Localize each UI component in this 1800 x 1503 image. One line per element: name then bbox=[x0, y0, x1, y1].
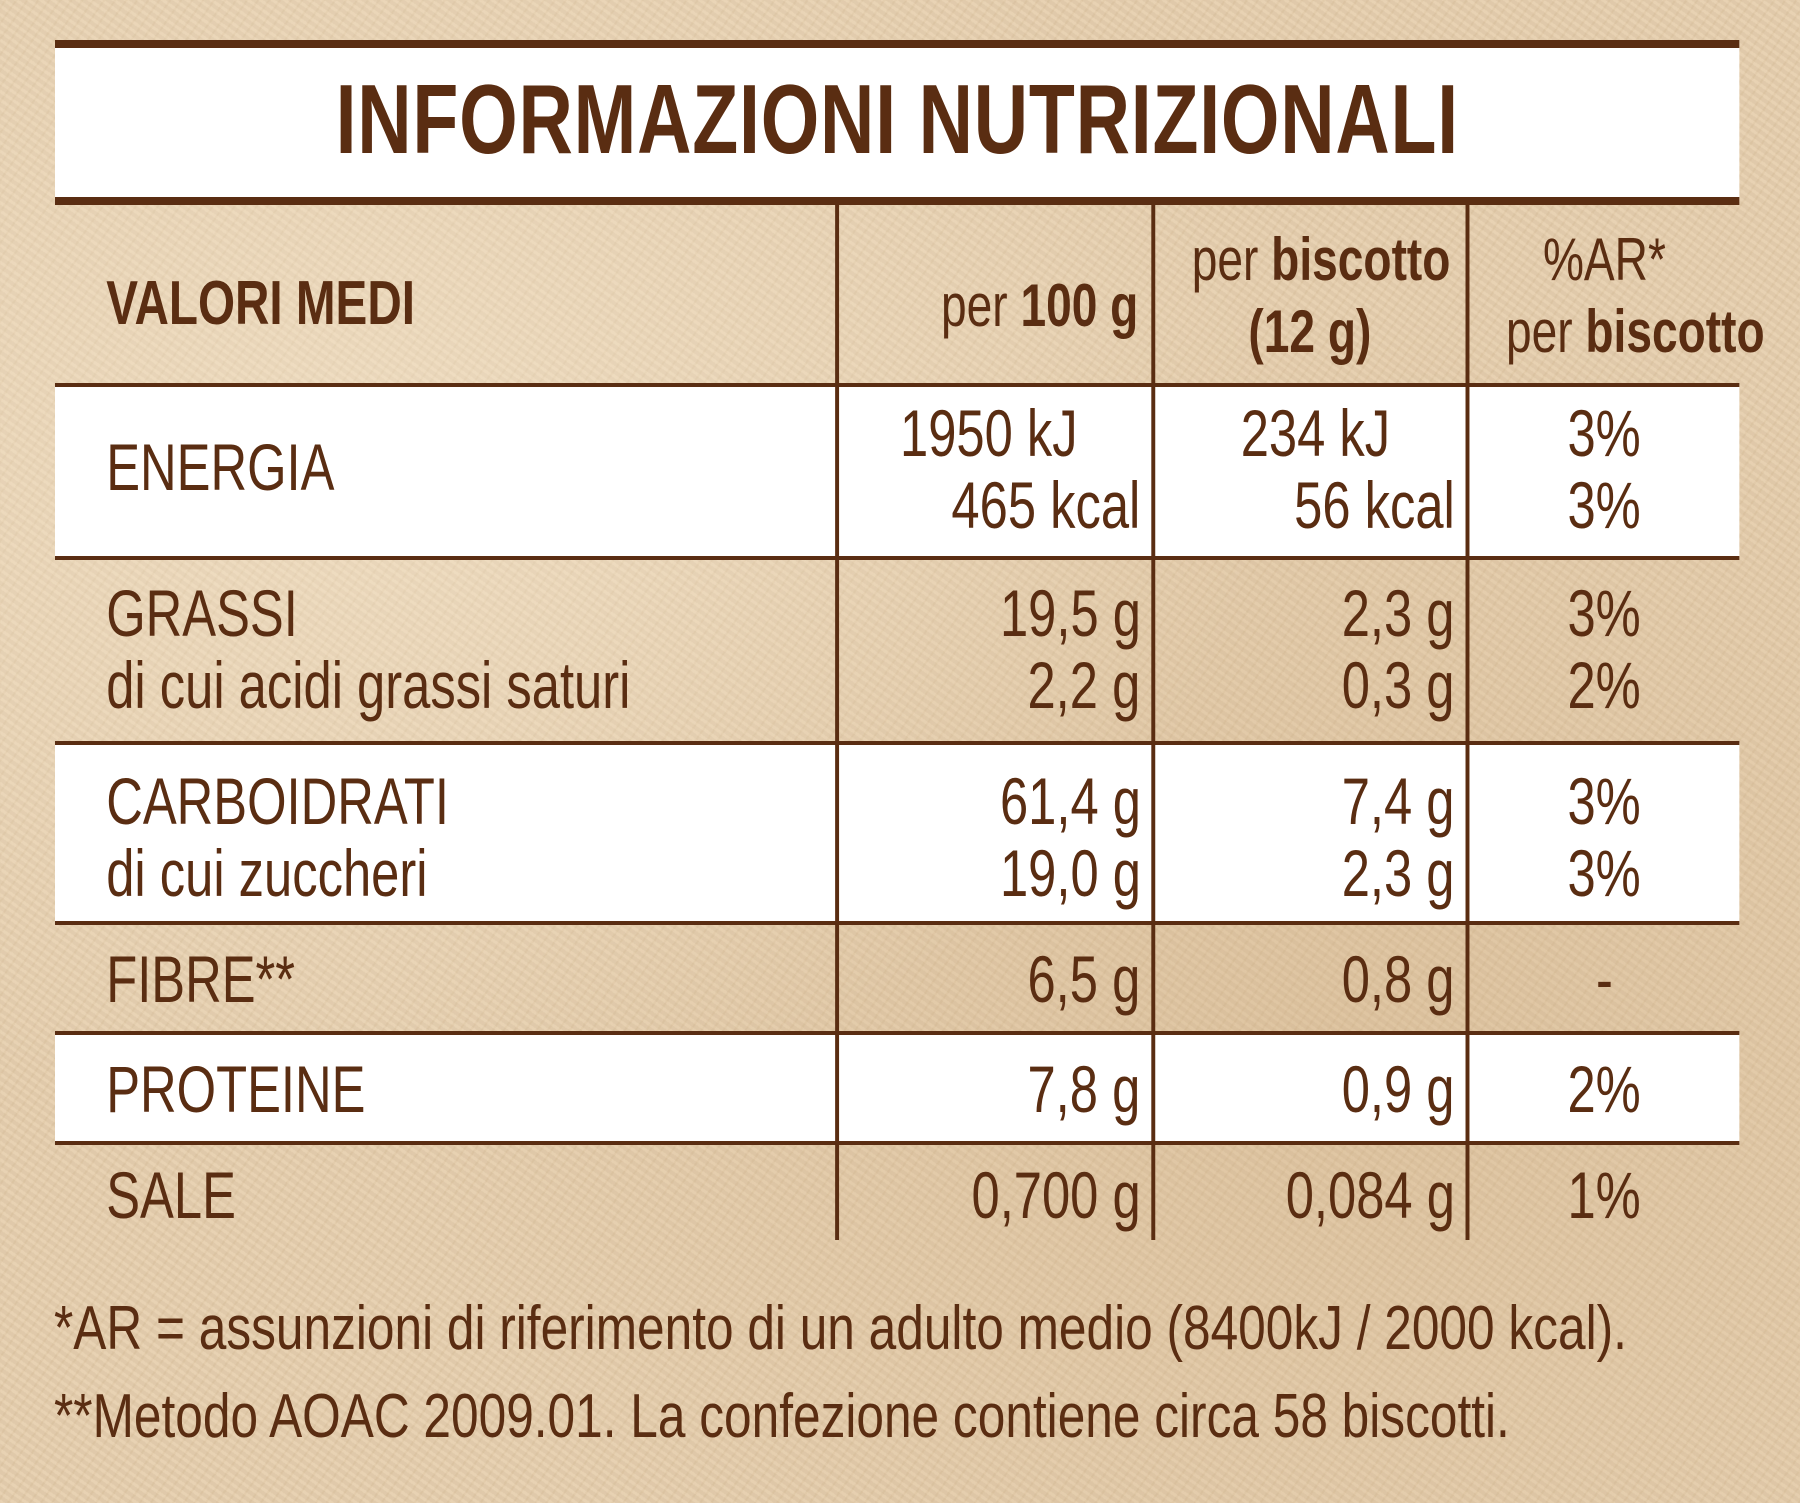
cell-zuccheri-biscotto: 2,3 g bbox=[1341, 836, 1455, 910]
rule-row bbox=[55, 383, 1740, 387]
row-label-fibre: FIBRE** bbox=[106, 942, 296, 1016]
cell-sale-ar: 1% bbox=[1567, 1158, 1642, 1232]
cell-energia-ar-kj: 3% bbox=[1567, 396, 1642, 470]
rule-row bbox=[55, 1031, 1740, 1035]
cell-carboidrati-ar: 3% bbox=[1567, 764, 1642, 838]
cell-zuccheri-100g: 19,0 g bbox=[999, 836, 1141, 910]
row-band-proteine bbox=[55, 1033, 1740, 1143]
header-per-biscotto: per biscotto bbox=[1191, 226, 1451, 293]
row-band-energia bbox=[55, 387, 1740, 557]
cell-proteine-ar: 2% bbox=[1567, 1052, 1642, 1126]
cell-saturi-ar: 2% bbox=[1567, 648, 1642, 722]
rule-row bbox=[55, 556, 1740, 560]
cell-energia-biscotto-kcal: 56 kcal bbox=[1294, 468, 1455, 542]
cell-fibre-ar: - bbox=[1595, 942, 1613, 1016]
cell-energia-ar-kcal: 3% bbox=[1567, 468, 1642, 542]
rule-row bbox=[55, 741, 1740, 745]
row-label-grassi: GRASSI bbox=[106, 576, 298, 650]
row-label-energia: ENERGIA bbox=[106, 430, 335, 504]
header-label: VALORI MEDI bbox=[106, 269, 415, 338]
header-per-100g: per 100 g bbox=[941, 272, 1139, 339]
rule-row bbox=[55, 921, 1740, 925]
col-divider bbox=[835, 205, 840, 1240]
cell-proteine-100g: 7,8 g bbox=[1027, 1052, 1141, 1126]
cell-proteine-biscotto: 0,9 g bbox=[1341, 1052, 1455, 1126]
cell-grassi-100g: 19,5 g bbox=[999, 576, 1141, 650]
cell-sale-biscotto: 0,084 g bbox=[1285, 1158, 1455, 1232]
row-label-carboidrati: CARBOIDRATI bbox=[106, 764, 450, 838]
cell-sale-100g: 0,700 g bbox=[971, 1158, 1141, 1232]
page-title: INFORMAZIONI NUTRIZIONALI bbox=[335, 64, 1459, 174]
row-sublabel-zuccheri: di cui zuccheri bbox=[106, 836, 428, 910]
header-ar: %AR* bbox=[1542, 226, 1666, 293]
cell-grassi-biscotto: 2,3 g bbox=[1341, 576, 1455, 650]
nutrition-table: INFORMAZIONI NUTRIZIONALI VALORI MEDI pe… bbox=[55, 40, 1765, 1240]
col-divider bbox=[1465, 205, 1470, 1240]
col-divider bbox=[1151, 205, 1156, 1240]
row-label-proteine: PROTEINE bbox=[106, 1052, 366, 1126]
row-sublabel-grassi-saturi: di cui acidi grassi saturi bbox=[106, 648, 631, 722]
cell-saturi-biscotto: 0,3 g bbox=[1341, 648, 1455, 722]
rule-row bbox=[55, 1141, 1740, 1145]
cell-grassi-ar: 3% bbox=[1567, 576, 1642, 650]
cell-fibre-100g: 6,5 g bbox=[1027, 942, 1141, 1016]
rule-title-bottom bbox=[55, 197, 1740, 205]
cell-zuccheri-ar: 3% bbox=[1567, 836, 1642, 910]
row-band-carboidrati bbox=[55, 743, 1740, 923]
row-label-sale: SALE bbox=[106, 1158, 236, 1232]
cell-carboidrati-100g: 61,4 g bbox=[999, 764, 1141, 838]
header-ar-per-biscotto: per biscotto bbox=[1505, 298, 1765, 365]
cell-energia-biscotto-kj: 234 kJ bbox=[1240, 396, 1390, 470]
footnote-aoac: **Metodo AOAC 2009.01. La confezione con… bbox=[54, 1382, 1510, 1451]
footnote-ar: *AR = assunzioni di riferimento di un ad… bbox=[54, 1294, 1627, 1363]
cell-energia-100g-kj: 1950 kJ bbox=[899, 396, 1078, 470]
header-per-biscotto-weight: (12 g) bbox=[1248, 298, 1372, 365]
title-band bbox=[55, 40, 1740, 202]
cell-saturi-100g: 2,2 g bbox=[1027, 648, 1141, 722]
cell-fibre-biscotto: 0,8 g bbox=[1341, 942, 1455, 1016]
rule-top bbox=[55, 40, 1740, 48]
cell-energia-100g-kcal: 465 kcal bbox=[951, 468, 1141, 542]
cell-carboidrati-biscotto: 7,4 g bbox=[1341, 764, 1455, 838]
